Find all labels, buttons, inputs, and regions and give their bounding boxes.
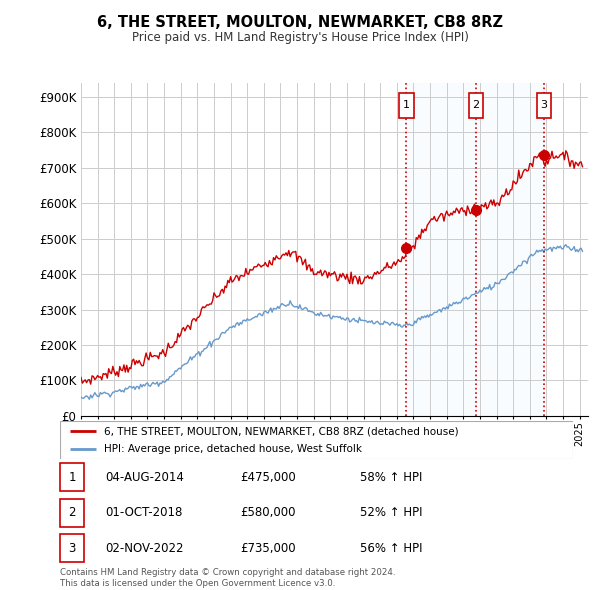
Text: 1: 1 — [68, 471, 76, 484]
Text: 52% ↑ HPI: 52% ↑ HPI — [360, 506, 422, 519]
Text: £580,000: £580,000 — [240, 506, 296, 519]
FancyBboxPatch shape — [400, 93, 413, 117]
Text: £735,000: £735,000 — [240, 542, 296, 555]
Text: 2: 2 — [68, 506, 76, 519]
Text: 1: 1 — [403, 100, 410, 110]
Text: Contains HM Land Registry data © Crown copyright and database right 2024.
This d: Contains HM Land Registry data © Crown c… — [60, 568, 395, 588]
Text: 3: 3 — [68, 542, 76, 555]
FancyBboxPatch shape — [536, 93, 551, 117]
Text: Price paid vs. HM Land Registry's House Price Index (HPI): Price paid vs. HM Land Registry's House … — [131, 31, 469, 44]
Text: 02-NOV-2022: 02-NOV-2022 — [105, 542, 184, 555]
Text: 6, THE STREET, MOULTON, NEWMARKET, CB8 8RZ (detached house): 6, THE STREET, MOULTON, NEWMARKET, CB8 8… — [104, 426, 458, 436]
Bar — [406, 83, 544, 416]
Text: 58% ↑ HPI: 58% ↑ HPI — [360, 471, 422, 484]
Text: 3: 3 — [540, 100, 547, 110]
Text: HPI: Average price, detached house, West Suffolk: HPI: Average price, detached house, West… — [104, 444, 362, 454]
Text: 2: 2 — [472, 100, 479, 110]
Text: £475,000: £475,000 — [240, 471, 296, 484]
Text: 04-AUG-2014: 04-AUG-2014 — [105, 471, 184, 484]
Text: 01-OCT-2018: 01-OCT-2018 — [105, 506, 182, 519]
Text: 56% ↑ HPI: 56% ↑ HPI — [360, 542, 422, 555]
FancyBboxPatch shape — [469, 93, 483, 117]
FancyBboxPatch shape — [60, 421, 573, 459]
Text: 6, THE STREET, MOULTON, NEWMARKET, CB8 8RZ: 6, THE STREET, MOULTON, NEWMARKET, CB8 8… — [97, 15, 503, 30]
